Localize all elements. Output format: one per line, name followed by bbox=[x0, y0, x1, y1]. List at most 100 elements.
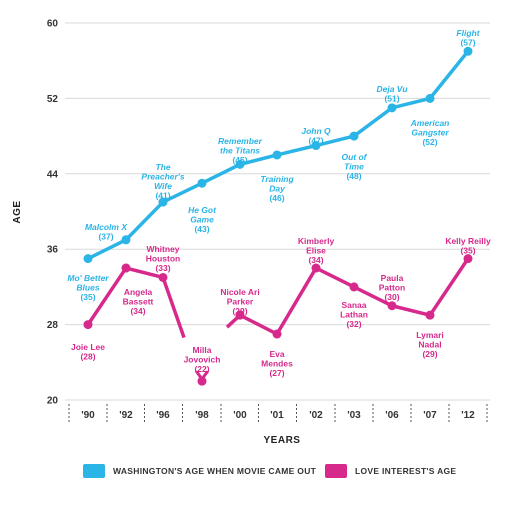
data-label-title: Lymari bbox=[416, 330, 444, 340]
data-point-washington bbox=[311, 141, 321, 151]
data-label-title: Elise bbox=[306, 246, 326, 256]
y-tick-label: 36 bbox=[47, 245, 59, 256]
x-tick-label: '96 bbox=[156, 410, 170, 421]
data-label-title: Angela bbox=[124, 287, 153, 297]
data-point-washington bbox=[197, 178, 207, 188]
data-label-value: (37) bbox=[98, 232, 113, 242]
gridlines bbox=[65, 22, 490, 424]
data-point-washington bbox=[158, 197, 168, 207]
data-label-title: He Got bbox=[188, 205, 217, 215]
data-label-title: Sanaa bbox=[341, 300, 366, 310]
data-label-title: Gangster bbox=[411, 128, 449, 138]
data-label-value: (35) bbox=[80, 292, 95, 302]
data-label-value: (34) bbox=[308, 255, 323, 265]
x-tick-label: '12 bbox=[461, 410, 475, 421]
data-point-love-interest bbox=[158, 272, 168, 282]
data-label-title: Remember bbox=[218, 136, 263, 146]
data-point-love-interest bbox=[121, 263, 131, 273]
data-label-value: (28) bbox=[80, 352, 95, 362]
legend-item-love-interest: LOVE INTEREST'S AGE bbox=[325, 463, 456, 479]
data-label-title: Wife bbox=[154, 181, 172, 191]
data-label-title: Mo' Better bbox=[67, 273, 109, 283]
data-label-value: (29) bbox=[422, 349, 437, 359]
data-label-title: Whitney bbox=[146, 244, 179, 254]
data-label-value: (30) bbox=[384, 292, 399, 302]
x-axis-title: YEARS bbox=[264, 435, 301, 446]
data-label-value: (27) bbox=[269, 368, 284, 378]
data-label-value: (47) bbox=[308, 136, 323, 146]
data-point-love-interest bbox=[349, 282, 359, 292]
x-tick-label: '03 bbox=[347, 410, 361, 421]
x-tick-label: '01 bbox=[270, 410, 284, 421]
y-axis-title: AGE bbox=[12, 200, 23, 223]
data-label-value: (32) bbox=[346, 319, 361, 329]
data-point-love-interest bbox=[387, 301, 397, 311]
y-tick-label: 44 bbox=[47, 169, 59, 180]
data-point-washington bbox=[387, 103, 397, 113]
x-tick-label: '90 bbox=[81, 410, 95, 421]
data-label-title: Nadal bbox=[418, 340, 441, 350]
data-point-washington bbox=[272, 150, 282, 160]
data-label-title: Blues bbox=[76, 283, 99, 293]
data-label-title: Milla bbox=[193, 345, 212, 355]
data-point-love-interest bbox=[311, 263, 321, 273]
x-tick-labels: '90 '92 '96 '98 '00 '01 '02 '03 '06 '07 '12 bbox=[81, 410, 475, 421]
data-label-title: Kelly Reilly bbox=[445, 236, 491, 246]
y-tick-label: 52 bbox=[47, 94, 59, 105]
legend-label-love-interest: LOVE INTEREST'S AGE bbox=[355, 466, 457, 476]
data-label-title: Lathan bbox=[340, 310, 368, 320]
data-label-value: (43) bbox=[194, 224, 209, 234]
data-label-title: Training bbox=[260, 174, 294, 184]
data-label-title: American bbox=[410, 118, 450, 128]
data-point-love-interest bbox=[83, 320, 93, 330]
data-point-love-interest bbox=[197, 376, 207, 386]
data-label-value: (45) bbox=[232, 155, 247, 165]
x-tick-label: '06 bbox=[385, 410, 399, 421]
y-tick-label: 60 bbox=[47, 19, 59, 30]
data-label-title: Eva bbox=[269, 349, 284, 359]
data-label-title: Malcolm X bbox=[85, 222, 128, 232]
data-label-value: (22) bbox=[194, 364, 209, 374]
x-tick-label: '02 bbox=[309, 410, 323, 421]
data-label-title: Houston bbox=[146, 254, 180, 264]
data-label-title: The bbox=[155, 162, 170, 172]
data-label-title: Bassett bbox=[123, 297, 154, 307]
data-point-love-interest bbox=[425, 310, 435, 320]
data-label-value: (33) bbox=[155, 263, 170, 273]
legend-label-washington: WASHINGTON'S AGE WHEN MOVIE CAME OUT bbox=[113, 466, 317, 476]
data-label-title: Preacher's bbox=[141, 172, 184, 182]
data-label-title: Jovovich bbox=[184, 355, 221, 365]
series-line-love-interest bbox=[225, 257, 470, 336]
data-label-value: (48) bbox=[346, 171, 361, 181]
data-label-value: (34) bbox=[130, 306, 145, 316]
data-label-title: the Titans bbox=[220, 146, 260, 156]
x-tick-label: '92 bbox=[119, 410, 133, 421]
data-point-love-interest bbox=[463, 254, 473, 264]
data-point-washington bbox=[83, 254, 93, 264]
data-label-value: (57) bbox=[460, 38, 475, 48]
data-point-washington bbox=[425, 93, 435, 103]
legend-swatch-washington bbox=[83, 464, 105, 478]
data-label-title: Day bbox=[269, 184, 286, 194]
y-tick-label: 28 bbox=[47, 320, 59, 331]
y-tick-label: 20 bbox=[47, 396, 59, 407]
series-layer bbox=[83, 46, 473, 386]
data-label-title: Deja Vu bbox=[376, 84, 408, 94]
data-point-love-interest bbox=[235, 310, 245, 320]
data-label-title: Parker bbox=[227, 297, 254, 307]
data-point-washington bbox=[121, 235, 131, 245]
x-tick-label: '98 bbox=[195, 410, 209, 421]
data-label-value: (41) bbox=[155, 191, 170, 201]
data-label-title: Joie Lee bbox=[71, 342, 105, 352]
data-label-value: (52) bbox=[422, 137, 437, 147]
data-label-title: Paula bbox=[381, 273, 404, 283]
data-label-title: Time bbox=[344, 162, 364, 172]
data-label-title: Game bbox=[190, 215, 214, 225]
data-point-washington bbox=[463, 46, 473, 56]
series-line-love-interest bbox=[86, 266, 186, 339]
x-tick-label: '00 bbox=[233, 410, 247, 421]
data-label-value: (35) bbox=[460, 246, 475, 256]
x-tick-label: '07 bbox=[423, 410, 437, 421]
data-label-title: Kimberly bbox=[298, 236, 335, 246]
